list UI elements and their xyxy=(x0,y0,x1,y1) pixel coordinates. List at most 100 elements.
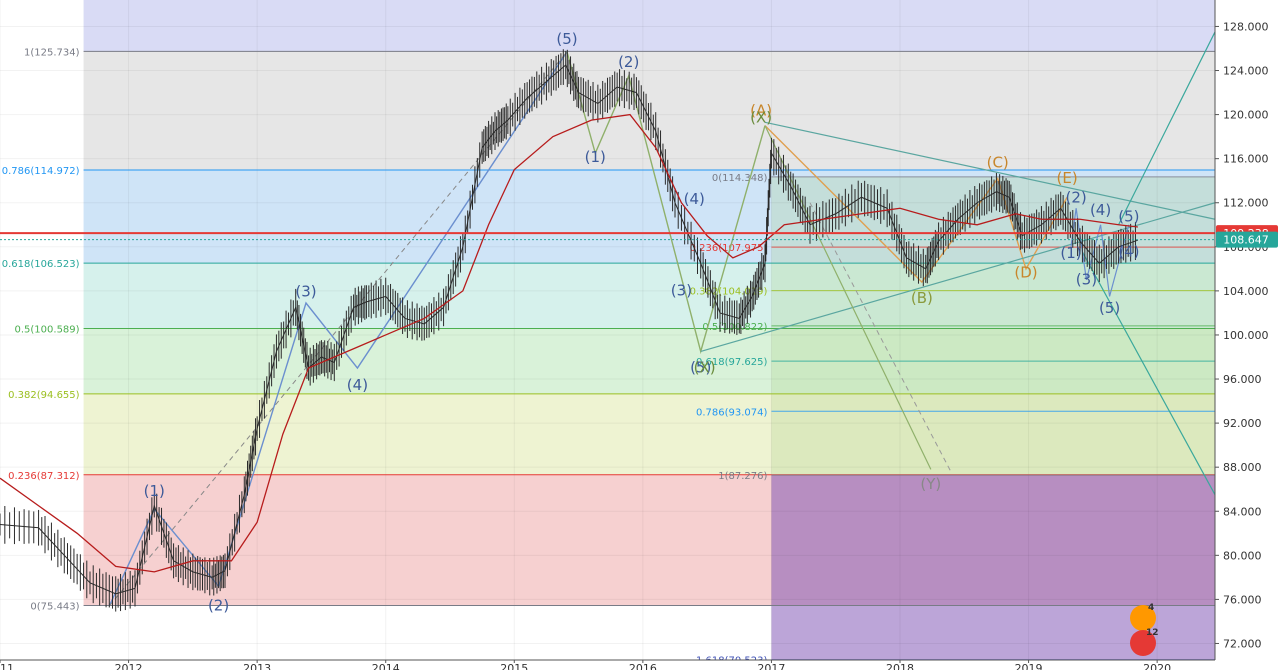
fib-label-right: 0.382(104.019) xyxy=(690,287,768,298)
price-tick-label: 124.000 xyxy=(1223,65,1269,78)
fib-label-right: 0.786(93.074) xyxy=(696,407,768,418)
price-series xyxy=(0,49,1215,612)
price-tick-label: 76.000 xyxy=(1223,593,1262,606)
time-tick-label: 2015 xyxy=(500,662,528,670)
price-axis-bg xyxy=(1215,0,1280,670)
wave-label: (3) xyxy=(671,281,692,299)
wave-label: (2) xyxy=(208,596,229,614)
wave-label: (1) xyxy=(1060,244,1081,262)
fib-label-right: 0.236(107.975) xyxy=(690,243,768,254)
time-axis[interactable]: 2011 2012 2013 2014 2015 2016 2017 2018 2019 2020 xyxy=(0,659,1215,670)
fib-label-left: 0.786(114.972) xyxy=(2,166,80,177)
fibonacci-bands xyxy=(83,0,1216,660)
wave-label: (3) xyxy=(295,282,316,300)
fib-band-right xyxy=(771,325,1215,362)
wave-label: (3) xyxy=(1076,270,1097,288)
wave-label: (4) xyxy=(347,376,368,394)
time-tick-label: 2011 xyxy=(0,662,14,670)
fib-label-left: 0.382(94.655) xyxy=(8,390,80,401)
wave-label: (X) xyxy=(750,108,772,126)
price-tick-label: 88.000 xyxy=(1223,461,1262,474)
time-tick-label: 2012 xyxy=(115,662,143,670)
wave-label: (B) xyxy=(911,289,933,307)
price-tick-label: 100.000 xyxy=(1223,329,1269,342)
triangle-upper-line xyxy=(764,121,1216,220)
price-tick-label: 96.000 xyxy=(1223,373,1262,386)
wave-label: (E) xyxy=(1057,169,1078,187)
wave-label: (X) xyxy=(694,358,716,376)
price-tick-label: 116.000 xyxy=(1223,153,1269,166)
current-price-label: 108.647 xyxy=(1223,234,1269,247)
wave-label: (1) xyxy=(585,148,606,166)
bottom-band xyxy=(83,605,1216,660)
wave-label: (1) xyxy=(144,482,165,500)
wave-labels: (1)(2)(3)(4)(5)(1)(2)(3)(4)(5)(X)(A)(X)(… xyxy=(144,30,1140,614)
breakdown-line xyxy=(1082,252,1216,496)
triangle-lower-line xyxy=(700,202,1216,353)
time-tick-label: 2019 xyxy=(1015,662,1043,670)
wave-label: (C) xyxy=(987,153,1009,171)
wave-label: (5) xyxy=(1118,207,1139,225)
wave-label: (2) xyxy=(618,53,639,71)
time-tick-label: 2020 xyxy=(1143,662,1171,670)
breakout-line xyxy=(1118,31,1216,226)
fib-band-left xyxy=(83,393,1216,475)
fib-label-right: 0.618(97.625) xyxy=(696,357,768,368)
wave-label: (5) xyxy=(1099,299,1120,317)
wave-label: (5) xyxy=(556,30,577,48)
time-tick-label: 2016 xyxy=(629,662,657,670)
fib-band-right xyxy=(771,247,1215,291)
fibonacci-levels: 1(125.734) 0.786(114.972) 0.618(106.523) 0.… xyxy=(2,47,1215,667)
top-band xyxy=(83,0,1216,52)
badge-count-upper: 4 xyxy=(1148,603,1155,613)
price-tick-label: 92.000 xyxy=(1223,417,1262,430)
time-tick-label: 2018 xyxy=(886,662,914,670)
wave-channel-dashed xyxy=(108,51,568,607)
fib-label-right: 1(87.276) xyxy=(718,471,767,482)
price-tick-label: 72.000 xyxy=(1223,637,1262,650)
triangle-wave-line xyxy=(764,125,1068,284)
fib-label-left: 0.618(106.523) xyxy=(2,259,80,270)
price-tick-label: 84.000 xyxy=(1223,505,1262,518)
fib-band-left xyxy=(83,474,1216,606)
fib-band-right xyxy=(771,411,1215,476)
y-projection-dashed xyxy=(809,202,952,473)
time-tick-label: 2017 xyxy=(757,662,785,670)
price-tick-label: 112.000 xyxy=(1223,197,1269,210)
moving-average-line xyxy=(0,113,1138,573)
fib-label-left: 0(75.443) xyxy=(30,602,79,613)
wave-drawings xyxy=(108,31,1216,607)
price-tick-label: 128.000 xyxy=(1223,20,1269,33)
fib-label-left: 0.5(100.589) xyxy=(15,324,80,335)
price-tags: 109.238108.647 xyxy=(1216,225,1278,248)
current-price-tag xyxy=(1216,231,1278,248)
fib-label-right: 0(114.348) xyxy=(712,173,768,184)
wave-label: (4) xyxy=(1118,243,1139,261)
wave-label: (2) xyxy=(1066,189,1087,207)
time-tick-label: 2014 xyxy=(372,662,400,670)
badge-count-lower: 12 xyxy=(1146,628,1159,638)
fib-label-left: 1(125.734) xyxy=(24,47,80,58)
fib-label-left: 0.236(87.312) xyxy=(8,471,80,482)
time-axis-bg xyxy=(0,660,1215,670)
wave-label: (A) xyxy=(750,102,772,120)
wave-label: (Y) xyxy=(920,475,941,493)
price-tick-label: 80.000 xyxy=(1223,549,1262,562)
price-tick-label: 120.000 xyxy=(1223,109,1269,122)
fib-band-left xyxy=(83,51,1216,170)
price-line xyxy=(0,64,1139,595)
wave-label: (D) xyxy=(1014,264,1037,282)
fib-band-left xyxy=(83,263,1216,329)
fib-band-right xyxy=(771,290,1215,326)
ideas-badge-icon[interactable]: 12 xyxy=(1130,628,1159,656)
sub-wave-line xyxy=(1070,208,1130,297)
time-tick-label: 2013 xyxy=(243,662,271,670)
price-axis[interactable]: 72.000 76.000 80.000 84.000 88.000 92.000 96.0… xyxy=(1214,0,1280,670)
wave-label: (5) xyxy=(690,358,711,376)
idea-badge-icon[interactable]: 4 xyxy=(1130,603,1156,631)
price-tick-label: 104.000 xyxy=(1223,285,1269,298)
wave-label: (4) xyxy=(684,190,705,208)
wave-label: (4) xyxy=(1090,201,1111,219)
fib-band-right xyxy=(771,361,1215,412)
